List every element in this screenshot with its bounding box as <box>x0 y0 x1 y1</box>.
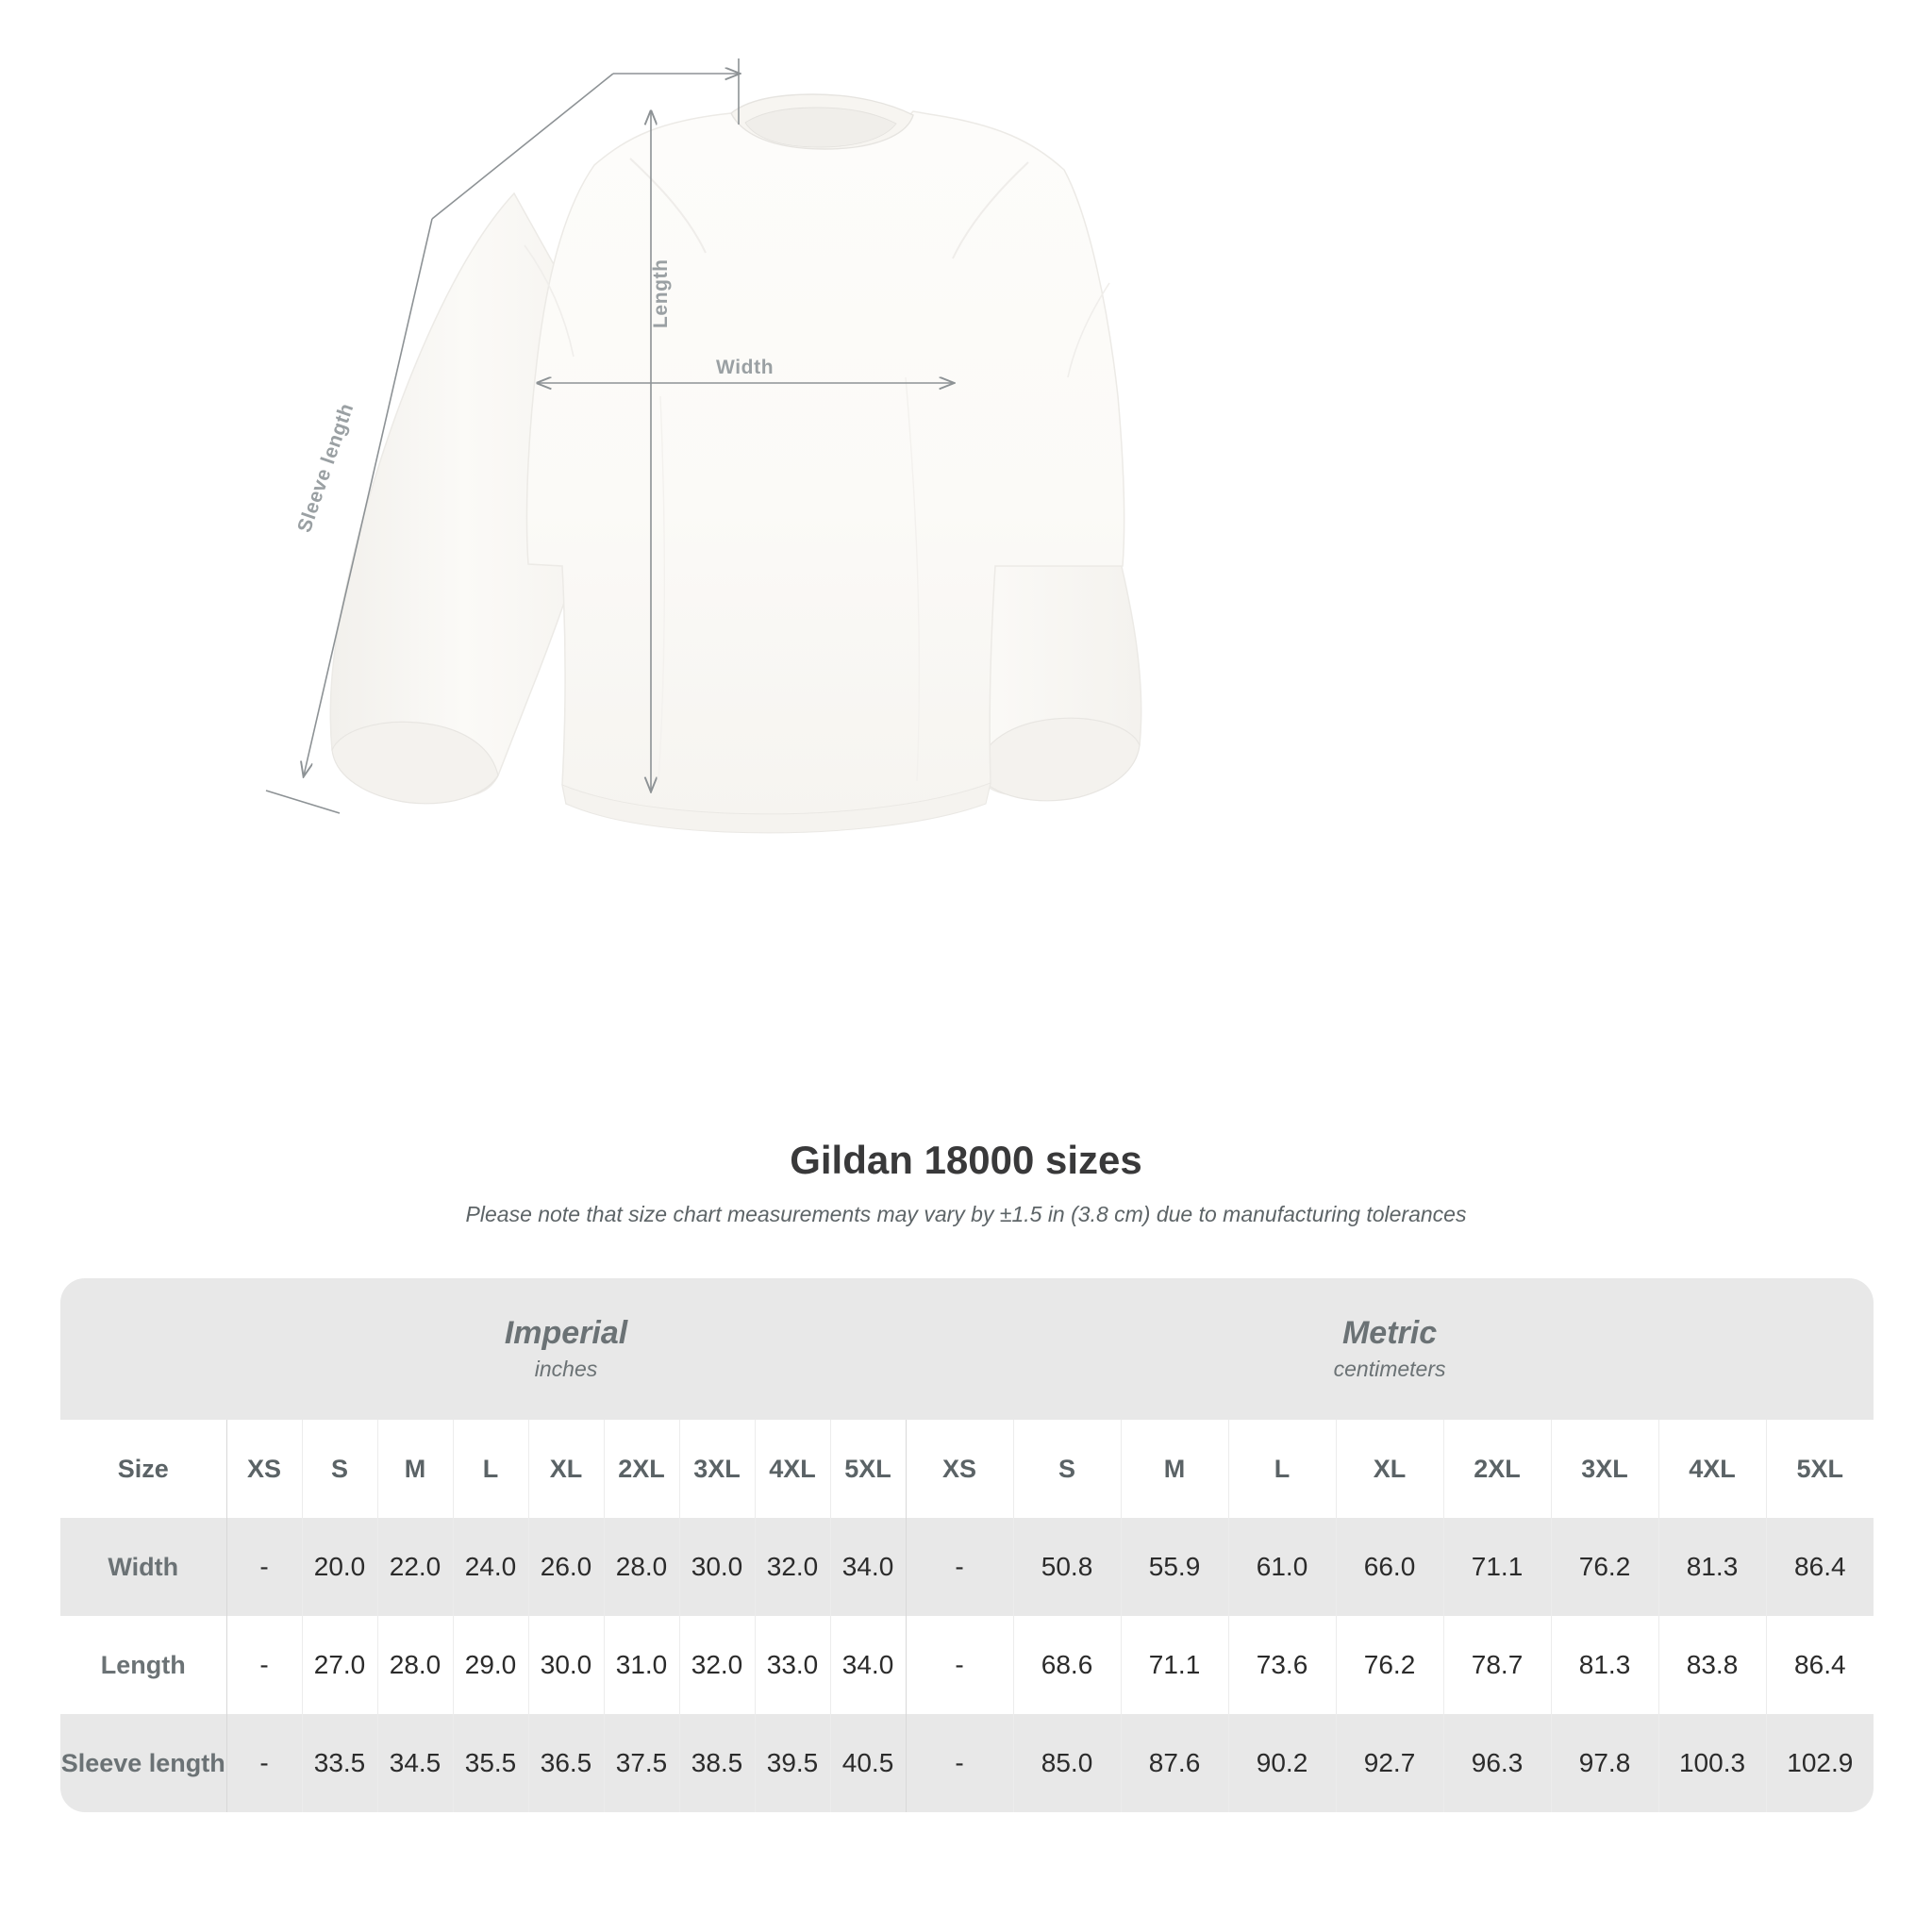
imperial-unit-sub: inches <box>534 1357 598 1381</box>
cell-sleeve-met-3: 90.2 <box>1228 1714 1337 1812</box>
size-header-met-1: S <box>1013 1420 1122 1518</box>
size-header-met-3: L <box>1228 1420 1337 1518</box>
cell-width-met-2: 55.9 <box>1121 1518 1229 1616</box>
cell-width-imp-7: 32.0 <box>755 1518 831 1616</box>
size-header-met-4: XL <box>1336 1420 1444 1518</box>
size-header-imp-0: XS <box>226 1420 303 1518</box>
metric-unit-name: Metric <box>1341 1314 1438 1351</box>
cell-length-imp-3: 29.0 <box>453 1616 529 1714</box>
table-row: Width - 20.0 22.0 24.0 26.0 28.0 30.0 32… <box>60 1518 1874 1616</box>
width-label: Width <box>716 357 774 378</box>
size-header-imp-3: L <box>453 1420 529 1518</box>
row-label-width: Width <box>60 1518 227 1616</box>
cell-width-met-7: 81.3 <box>1658 1518 1767 1616</box>
cell-sleeve-met-7: 100.3 <box>1658 1714 1767 1812</box>
metric-unit-cell: Metric centimeters <box>906 1278 1874 1420</box>
cell-width-met-6: 76.2 <box>1551 1518 1659 1616</box>
size-header-imp-1: S <box>302 1420 378 1518</box>
cell-width-imp-0: - <box>226 1518 303 1616</box>
imperial-unit-name: Imperial <box>504 1314 628 1351</box>
cell-width-met-0: - <box>906 1518 1014 1616</box>
title-block: Gildan 18000 sizes Please note that size… <box>0 1137 1932 1229</box>
cell-sleeve-met-0: - <box>906 1714 1014 1812</box>
length-label: Length <box>650 258 672 328</box>
cell-sleeve-imp-3: 35.5 <box>453 1714 529 1812</box>
cell-sleeve-imp-5: 37.5 <box>604 1714 680 1812</box>
size-header-imp-2: M <box>377 1420 454 1518</box>
size-header-label: Size <box>60 1420 227 1518</box>
size-header-imp-4: XL <box>528 1420 605 1518</box>
cell-length-met-3: 73.6 <box>1228 1616 1337 1714</box>
cell-length-met-4: 76.2 <box>1336 1616 1444 1714</box>
cell-sleeve-imp-0: - <box>226 1714 303 1812</box>
cell-sleeve-imp-7: 39.5 <box>755 1714 831 1812</box>
cell-length-imp-1: 27.0 <box>302 1616 378 1714</box>
cell-length-imp-7: 33.0 <box>755 1616 831 1714</box>
size-header-met-7: 4XL <box>1658 1420 1767 1518</box>
cell-length-imp-0: - <box>226 1616 303 1714</box>
cell-width-imp-2: 22.0 <box>377 1518 454 1616</box>
cell-sleeve-imp-4: 36.5 <box>528 1714 605 1812</box>
imperial-unit-cell: Imperial inches <box>226 1278 907 1420</box>
cell-sleeve-imp-2: 34.5 <box>377 1714 454 1812</box>
cell-sleeve-imp-1: 33.5 <box>302 1714 378 1812</box>
size-header-row: Size XS S M L XL 2XL 3XL 4XL 5XL XS S M … <box>60 1420 1874 1518</box>
table-row: Sleeve length - 33.5 34.5 35.5 36.5 37.5… <box>60 1714 1874 1812</box>
cell-length-met-2: 71.1 <box>1121 1616 1229 1714</box>
cell-length-met-1: 68.6 <box>1013 1616 1122 1714</box>
cell-width-met-8: 86.4 <box>1766 1518 1874 1616</box>
garment-diagram: Length Width Sleeve length <box>265 58 1142 834</box>
page-subtitle: Please note that size chart measurements… <box>465 1202 1467 1227</box>
cell-width-imp-1: 20.0 <box>302 1518 378 1616</box>
page-title: Gildan 18000 sizes <box>790 1138 1142 1182</box>
size-header-met-0: XS <box>906 1420 1014 1518</box>
units-banner-spacer <box>60 1278 226 1420</box>
cell-width-met-3: 61.0 <box>1228 1518 1337 1616</box>
cell-sleeve-met-8: 102.9 <box>1766 1714 1874 1812</box>
cell-length-met-0: - <box>906 1616 1014 1714</box>
row-label-length: Length <box>60 1616 227 1714</box>
cell-length-imp-2: 28.0 <box>377 1616 454 1714</box>
size-chart-table: Imperial inches Metric centimeters Size … <box>60 1278 1874 1812</box>
size-header-imp-8: 5XL <box>830 1420 907 1518</box>
cell-length-met-7: 83.8 <box>1658 1616 1767 1714</box>
cell-length-met-8: 86.4 <box>1766 1616 1874 1714</box>
cell-sleeve-met-2: 87.6 <box>1121 1714 1229 1812</box>
cell-length-met-6: 81.3 <box>1551 1616 1659 1714</box>
cell-width-met-5: 71.1 <box>1443 1518 1552 1616</box>
sweatshirt-illustration <box>329 93 1142 834</box>
size-header-imp-7: 4XL <box>755 1420 831 1518</box>
sleeve-length-measure-line <box>265 58 739 814</box>
units-banner-row: Imperial inches Metric centimeters <box>60 1278 1874 1420</box>
cell-sleeve-imp-6: 38.5 <box>679 1714 756 1812</box>
metric-unit-sub: centimeters <box>1333 1357 1446 1381</box>
size-header-met-2: M <box>1121 1420 1229 1518</box>
cell-width-met-1: 50.8 <box>1013 1518 1122 1616</box>
cell-width-imp-6: 30.0 <box>679 1518 756 1616</box>
size-header-met-6: 3XL <box>1551 1420 1659 1518</box>
cell-sleeve-met-5: 96.3 <box>1443 1714 1552 1812</box>
size-header-met-5: 2XL <box>1443 1420 1552 1518</box>
cell-length-imp-8: 34.0 <box>830 1616 907 1714</box>
cell-sleeve-met-1: 85.0 <box>1013 1714 1122 1812</box>
cell-width-imp-5: 28.0 <box>604 1518 680 1616</box>
cell-length-met-5: 78.7 <box>1443 1616 1552 1714</box>
size-header-met-8: 5XL <box>1766 1420 1874 1518</box>
cell-width-imp-8: 34.0 <box>830 1518 907 1616</box>
size-header-imp-5: 2XL <box>604 1420 680 1518</box>
cell-length-imp-4: 30.0 <box>528 1616 605 1714</box>
cell-width-imp-4: 26.0 <box>528 1518 605 1616</box>
cell-width-met-4: 66.0 <box>1336 1518 1444 1616</box>
row-label-sleeve-length: Sleeve length <box>60 1714 227 1812</box>
cell-length-imp-6: 32.0 <box>679 1616 756 1714</box>
table-row: Length - 27.0 28.0 29.0 30.0 31.0 32.0 3… <box>60 1616 1874 1714</box>
cell-sleeve-met-4: 92.7 <box>1336 1714 1444 1812</box>
size-header-imp-6: 3XL <box>679 1420 756 1518</box>
size-chart-table-wrap: Imperial inches Metric centimeters Size … <box>60 1278 1874 1812</box>
cell-sleeve-imp-8: 40.5 <box>830 1714 907 1812</box>
cell-width-imp-3: 24.0 <box>453 1518 529 1616</box>
cell-sleeve-met-6: 97.8 <box>1551 1714 1659 1812</box>
cell-length-imp-5: 31.0 <box>604 1616 680 1714</box>
